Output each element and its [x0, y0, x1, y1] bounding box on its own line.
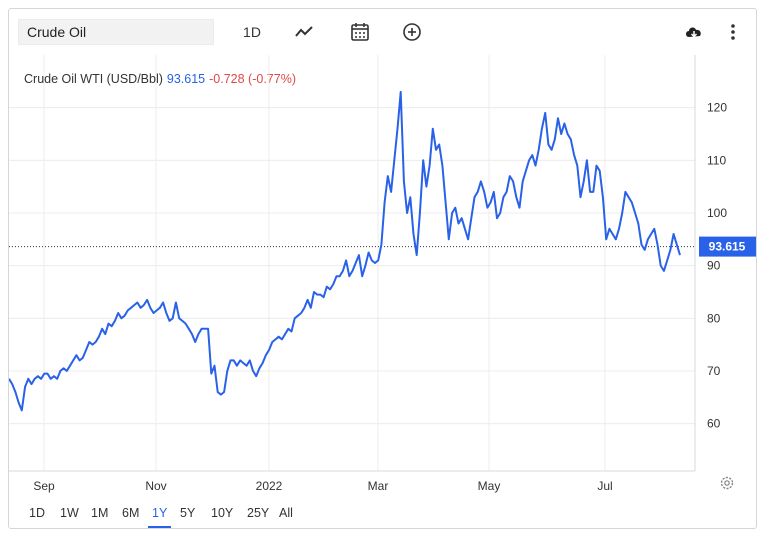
y-tick-label: 60: [707, 417, 721, 431]
x-tick-label: 2022: [256, 479, 283, 493]
y-tick-label: 110: [707, 153, 726, 167]
range-button-5y[interactable]: 5Y: [180, 506, 196, 520]
range-button-25y[interactable]: 25Y: [247, 506, 270, 520]
price-legend: Crude Oil WTI (USD/Bbl) 93.615 -0.728 (-0.…: [24, 72, 296, 86]
calendar-icon[interactable]: [349, 21, 373, 43]
search-input[interactable]: Crude Oil: [18, 19, 214, 45]
range-button-1m[interactable]: 1M: [91, 506, 109, 520]
y-tick-label: 120: [707, 101, 727, 115]
interval-button[interactable]: 1D: [243, 24, 261, 40]
y-tick-label: 100: [707, 206, 727, 220]
x-tick-label: Mar: [368, 479, 389, 493]
download-icon[interactable]: [683, 21, 707, 43]
y-tick-label: 80: [707, 311, 721, 325]
toolbar: Crude Oil 1D: [9, 9, 756, 55]
range-button-1d[interactable]: 1D: [29, 506, 45, 520]
y-tick-label: 90: [707, 259, 721, 273]
y-tick-label: 70: [707, 364, 721, 378]
price-change: -0.728 (-0.77%): [209, 72, 296, 86]
more-options-icon[interactable]: [725, 21, 741, 43]
price-tag-label: 93.615: [709, 240, 746, 254]
chart-widget: Crude Oil 1D Crude Oil WTI (USD/Bbl) 93.6…: [8, 8, 757, 529]
series-line: [9, 90, 681, 412]
add-comparison-icon[interactable]: [401, 21, 425, 43]
x-tick-label: Jul: [597, 479, 612, 493]
range-button-1y[interactable]: 1Y: [147, 506, 172, 528]
range-button-6m[interactable]: 6M: [122, 506, 140, 520]
x-tick-label: Sep: [33, 479, 55, 493]
x-tick-label: Nov: [145, 479, 166, 493]
instrument-name: Crude Oil WTI (USD/Bbl): [24, 72, 163, 86]
price-chart[interactable]: Sep Nov 2022 Mar May Jul 60 70 80 90 100 110 120 93.6…: [9, 9, 756, 499]
range-button-10y[interactable]: 10Y: [211, 506, 234, 520]
range-button-all[interactable]: All: [279, 506, 293, 520]
chart-type-icon[interactable]: [293, 21, 317, 43]
range-button-1w[interactable]: 1W: [60, 506, 79, 520]
x-tick-label: May: [478, 479, 501, 493]
last-price: 93.615: [166, 72, 206, 86]
price-tag-box: [699, 236, 756, 257]
settings-icon[interactable]: [720, 476, 734, 490]
